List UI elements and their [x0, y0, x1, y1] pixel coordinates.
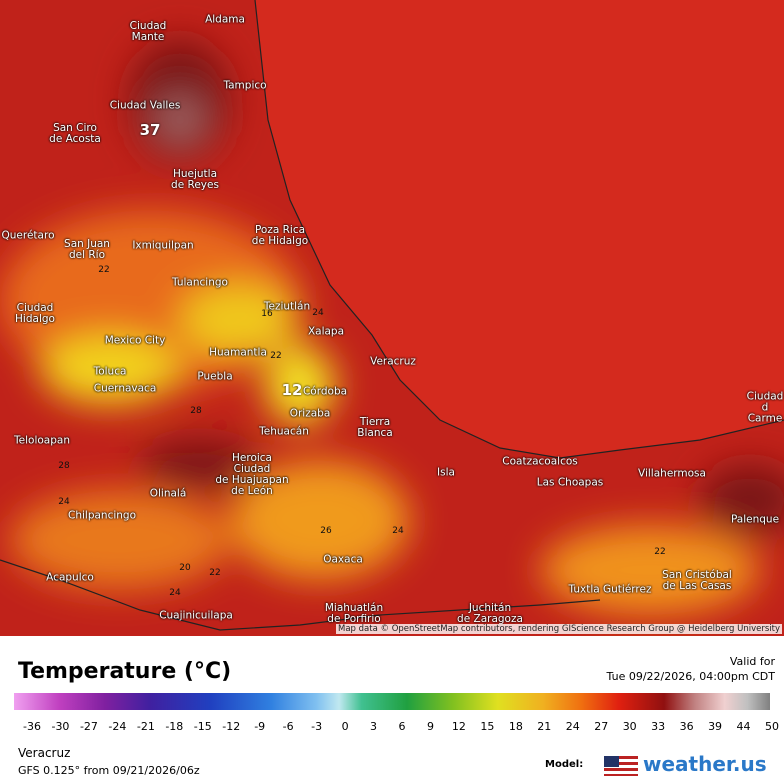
temperature-label: 24	[312, 308, 324, 318]
city-label: Cuernavaca	[93, 382, 157, 395]
colorbar-tick-label: 50	[765, 720, 779, 733]
map: Ciudad Mante Aldama Tampico Ciudad Valles Sa…	[0, 0, 784, 636]
city-label: Tehuacán	[259, 425, 309, 438]
city-label: Orizaba	[289, 407, 331, 420]
colorbar-tick-label: -3	[311, 720, 323, 733]
temperature-label: 22	[270, 351, 282, 361]
temperature-label: 37	[139, 121, 161, 139]
city-label: Xalapa	[307, 325, 345, 338]
colorbar-tick-label: -24	[108, 720, 127, 733]
city-label: Aldama	[205, 13, 245, 26]
colorbar-tick-label: 9	[426, 720, 434, 733]
flag-canton	[604, 756, 619, 767]
city-label: Huamantla	[209, 346, 267, 359]
city-label: Villahermosa	[638, 467, 706, 480]
temperature-label: 20	[179, 563, 191, 573]
colorbar-tick-label: 36	[679, 720, 694, 733]
city-label: Tuxtla Gutiérrez	[568, 583, 652, 596]
city-label: Puebla	[197, 370, 233, 383]
colorbar-tick-label: -12	[222, 720, 241, 733]
colorbar-tick-label: 33	[651, 720, 666, 733]
city-label: Oaxaca	[323, 553, 363, 566]
city-label: Juchitán de Zaragoza	[457, 602, 523, 625]
colorbar-tick-label: 6	[398, 720, 406, 733]
temperature-label: 26	[320, 526, 332, 536]
city-label: Isla	[437, 466, 455, 479]
city-label: Ixmiquilpan	[132, 239, 194, 252]
colorbar-tick-label: -15	[193, 720, 212, 733]
legend-title: Temperature (°C)	[18, 659, 232, 684]
city-label: Teziutlán	[263, 300, 311, 313]
city-label: Ciudad d Carme	[746, 390, 784, 425]
city-label: San Juan del Río	[64, 238, 110, 261]
temperature-label: 22	[654, 547, 666, 557]
city-label: Palenque	[730, 513, 780, 526]
model-label: Model:	[545, 759, 584, 770]
colorbar-tick-label: -36	[23, 720, 41, 733]
colorbar-tick-label: 27	[594, 720, 609, 733]
city-label: Las Choapas	[536, 476, 604, 489]
city-label: Veracruz	[370, 355, 416, 368]
valid-time: Tue 09/22/2026, 04:00pm CDT	[606, 670, 775, 683]
flag-icon	[604, 756, 638, 776]
city-label: Tulancingo	[172, 276, 228, 289]
colorbar-tick-label: 44	[736, 720, 751, 733]
colorbar-tick-label: -27	[79, 720, 98, 733]
temperature-label: 16	[261, 309, 273, 319]
colorbar-tick-label: -9	[254, 720, 266, 733]
colorbar-tick-label: -21	[136, 720, 155, 733]
city-label: Acapulco	[46, 571, 94, 584]
city-label: Teloloapan	[14, 434, 70, 447]
attribution: Map data © OpenStreetMap contributors, r…	[336, 624, 782, 634]
colorbar-tick-label: 15	[480, 720, 495, 733]
city-label: Chilpancingo	[67, 509, 137, 522]
temperature-label: 22	[209, 568, 221, 578]
temperature-label: 28	[58, 461, 70, 471]
city-label: Querétaro	[1, 229, 55, 242]
colorbar-tick-label: 3	[370, 720, 378, 733]
colorbar-tick-label: 0	[341, 720, 349, 733]
temperature-label: 24	[58, 497, 70, 507]
temperature-label: 24	[169, 588, 181, 598]
temperature-label: 12	[281, 381, 303, 399]
map-background	[0, 0, 784, 636]
brand[interactable]: weather.us	[643, 752, 767, 776]
city-label: San Ciro de Acosta	[49, 122, 101, 145]
colorbar-tick-label: -30	[51, 720, 70, 733]
city-label: Tampico	[223, 79, 267, 92]
city-label: Coatzacoalcos	[502, 455, 578, 468]
city-label: Heroica Ciudad de Huajuapan de León	[215, 452, 289, 497]
colorbar	[14, 693, 770, 710]
temperature-label: 22	[98, 265, 110, 275]
colorbar-tick-label: -6	[282, 720, 294, 733]
colorbar-tick-label: 18	[508, 720, 523, 733]
city-label: Miahuatlán de Porfirio	[324, 602, 384, 625]
colorbar-tick-label: 12	[451, 720, 466, 733]
city-label: Ciudad Hidalgo	[15, 302, 55, 325]
city-label: Olinalá	[149, 487, 187, 500]
model-run: GFS 0.125° from 09/21/2026/06z	[18, 764, 200, 777]
temperature-label: 24	[392, 526, 404, 536]
city-label: Huejutla de Reyes	[171, 168, 219, 191]
colorbar-tick-label: 39	[708, 720, 723, 733]
city-label: Mexico City	[104, 334, 166, 347]
valid-label: Valid for	[729, 655, 775, 668]
city-label: Cuajinicuilapa	[159, 609, 233, 622]
location: Veracruz	[18, 746, 71, 760]
city-label: Córdoba	[302, 385, 348, 398]
colorbar-tick-label: 30	[622, 720, 637, 733]
city-label: Ciudad Valles	[109, 99, 181, 112]
city-label: Toluca	[93, 365, 127, 378]
colorbar-tick-label: 24	[565, 720, 580, 733]
city-label: Poza Rica de Hidalgo	[251, 224, 309, 247]
city-label: Tierra Blanca	[357, 416, 393, 439]
city-label: Ciudad Mante	[129, 20, 167, 43]
city-label: San Cristóbal de Las Casas	[662, 569, 732, 592]
colorbar-tick-label: -18	[165, 720, 184, 733]
temperature-label: 28	[190, 406, 202, 416]
colorbar-tick-label: 21	[537, 720, 552, 733]
